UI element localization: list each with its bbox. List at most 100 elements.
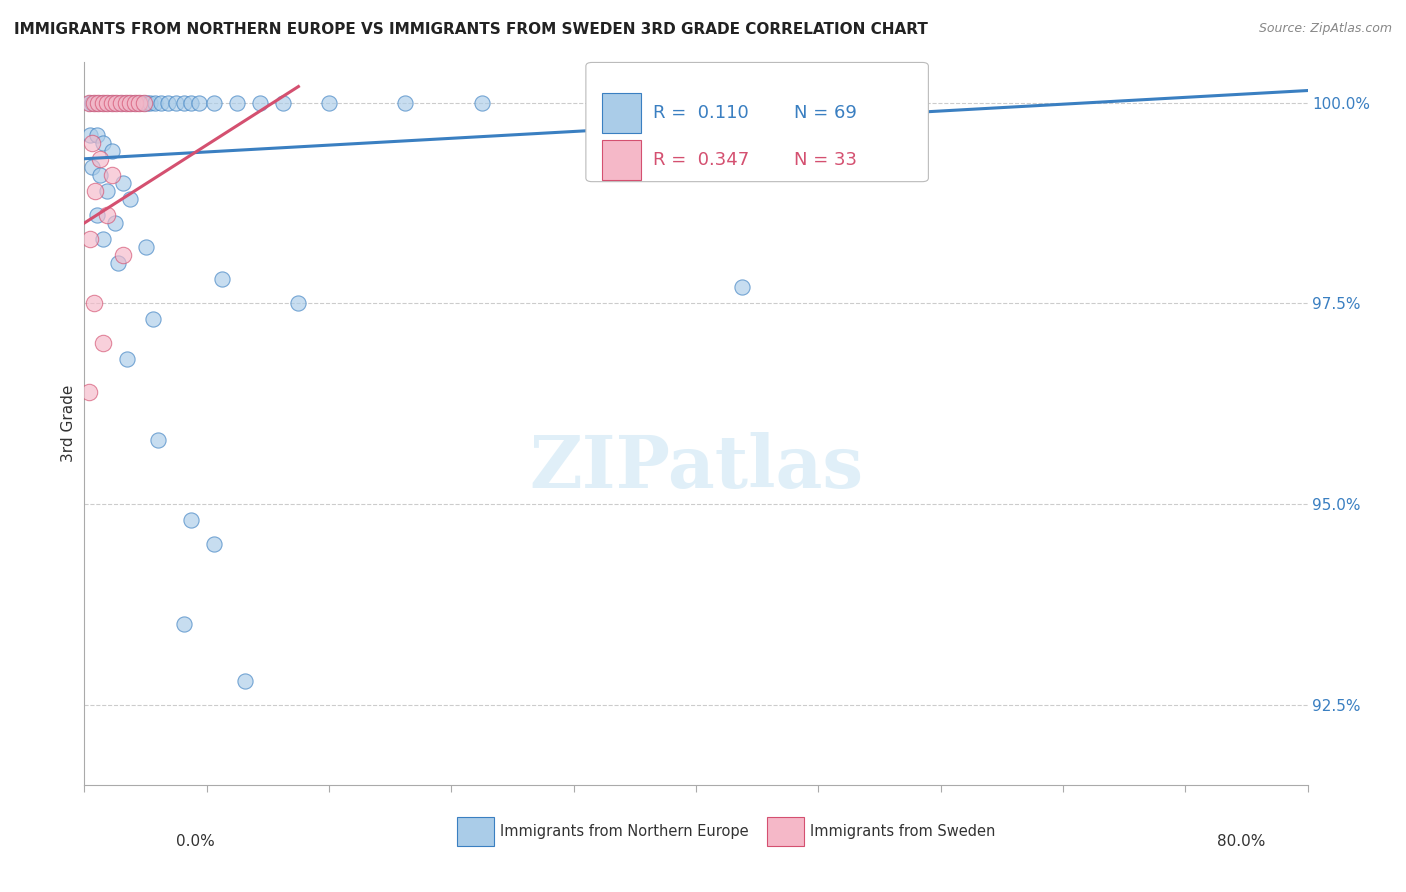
Point — [77, 95, 100, 110]
Point — [79, 128, 101, 142]
Point — [96, 208, 118, 222]
Point — [79, 232, 101, 246]
Point — [107, 256, 129, 270]
Point — [165, 95, 187, 110]
Text: 0.0%: 0.0% — [176, 834, 215, 849]
Point — [105, 95, 128, 110]
Point — [87, 95, 110, 110]
Point — [108, 95, 131, 110]
Text: 80.0%: 80.0% — [1218, 834, 1265, 849]
FancyBboxPatch shape — [766, 817, 804, 847]
Point — [128, 95, 150, 110]
Point — [120, 95, 142, 110]
Point — [173, 95, 195, 110]
Point — [318, 95, 340, 110]
Text: ZIPatlas: ZIPatlas — [529, 432, 863, 502]
Point — [132, 95, 155, 110]
Point — [180, 513, 202, 527]
Point — [111, 176, 134, 190]
Point — [87, 95, 110, 110]
Point — [118, 95, 141, 110]
Point — [202, 95, 225, 110]
Point — [111, 95, 134, 110]
Point — [271, 95, 294, 110]
Text: Immigrants from Northern Europe: Immigrants from Northern Europe — [501, 824, 749, 839]
Point — [91, 95, 114, 110]
Point — [91, 136, 114, 150]
Point — [103, 95, 125, 110]
FancyBboxPatch shape — [602, 140, 641, 180]
Point — [84, 95, 107, 110]
Point — [121, 95, 143, 110]
Point — [77, 384, 100, 399]
Point — [585, 95, 607, 110]
Point — [211, 272, 233, 286]
Point — [139, 95, 162, 110]
Point — [101, 168, 124, 182]
Point — [146, 433, 169, 447]
Point — [89, 168, 111, 182]
Point — [84, 184, 107, 198]
Point — [114, 95, 136, 110]
Point — [110, 95, 132, 110]
Point — [685, 95, 707, 110]
Point — [115, 352, 138, 367]
Point — [173, 617, 195, 632]
Point — [114, 95, 136, 110]
Y-axis label: 3rd Grade: 3rd Grade — [60, 385, 76, 462]
Point — [124, 95, 146, 110]
Text: N = 33: N = 33 — [794, 151, 856, 169]
Point — [80, 95, 103, 110]
Point — [124, 95, 146, 110]
Point — [394, 95, 416, 110]
Text: N = 69: N = 69 — [794, 104, 856, 122]
Point — [136, 95, 159, 110]
Point — [86, 128, 108, 142]
Point — [883, 95, 905, 110]
Point — [90, 95, 112, 110]
Point — [91, 232, 114, 246]
Point — [80, 160, 103, 174]
Text: Immigrants from Sweden: Immigrants from Sweden — [810, 824, 995, 839]
Point — [233, 673, 256, 688]
Point — [83, 296, 105, 310]
Point — [149, 95, 172, 110]
Point — [91, 336, 114, 351]
FancyBboxPatch shape — [602, 93, 641, 133]
Point — [127, 95, 149, 110]
Point — [287, 296, 309, 310]
Point — [471, 95, 494, 110]
Point — [104, 216, 127, 230]
Text: R =  0.110: R = 0.110 — [654, 104, 749, 122]
Point — [111, 248, 134, 262]
Point — [101, 144, 124, 158]
Point — [226, 95, 249, 110]
Point — [249, 95, 271, 110]
Text: R =  0.347: R = 0.347 — [654, 151, 749, 169]
Point — [135, 240, 157, 254]
Point — [129, 95, 152, 110]
Point — [86, 208, 108, 222]
Text: IMMIGRANTS FROM NORTHERN EUROPE VS IMMIGRANTS FROM SWEDEN 3RD GRADE CORRELATION : IMMIGRANTS FROM NORTHERN EUROPE VS IMMIG… — [14, 22, 928, 37]
Text: Source: ZipAtlas.com: Source: ZipAtlas.com — [1258, 22, 1392, 36]
Point — [83, 95, 105, 110]
Point — [93, 95, 115, 110]
Point — [96, 95, 118, 110]
FancyBboxPatch shape — [457, 817, 494, 847]
Point — [105, 95, 128, 110]
Point — [202, 537, 225, 551]
Point — [101, 95, 124, 110]
Point — [77, 95, 100, 110]
Point — [80, 136, 103, 150]
Point — [120, 192, 142, 206]
Point — [180, 95, 202, 110]
Point — [143, 95, 166, 110]
Point — [142, 312, 165, 326]
Point — [96, 184, 118, 198]
Point — [132, 95, 155, 110]
Point — [731, 280, 754, 294]
Point — [96, 95, 118, 110]
FancyBboxPatch shape — [586, 62, 928, 182]
Point — [157, 95, 180, 110]
Point — [188, 95, 211, 110]
